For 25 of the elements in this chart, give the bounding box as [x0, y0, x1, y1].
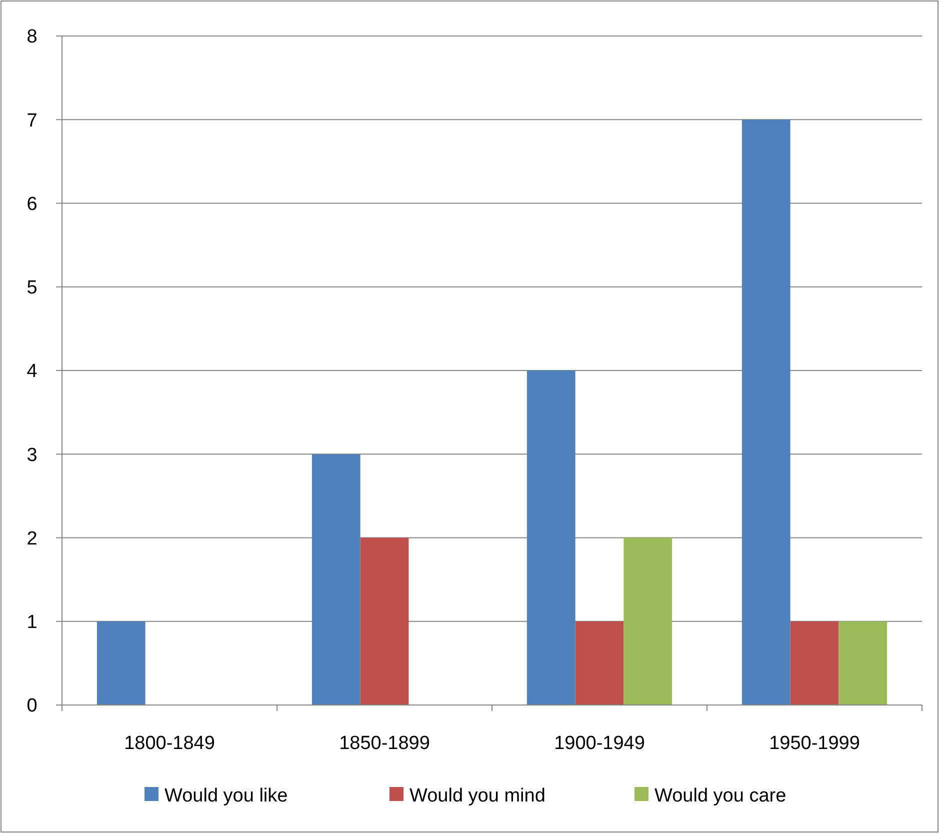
y-tick-label: 3: [26, 444, 38, 466]
bar: [624, 538, 672, 705]
y-tick-label: 2: [26, 528, 38, 550]
bar: [790, 621, 839, 705]
bar: [575, 621, 624, 705]
y-tick-label: 5: [26, 278, 38, 299]
x-tick-label: 1800-1849: [124, 733, 215, 754]
bar: [526, 370, 576, 705]
bar: [838, 621, 888, 705]
y-tick-label: 0: [26, 696, 38, 717]
y-tick-label: 7: [26, 110, 38, 132]
y-tick-label: 1: [26, 612, 38, 634]
bar: [312, 454, 360, 705]
legend-label: Would you care: [654, 786, 786, 807]
y-tick-label: 6: [26, 194, 38, 215]
legend-label: Would you like: [164, 786, 288, 807]
x-tick-label: 1850-1899: [339, 733, 430, 754]
y-tick-label: 8: [26, 26, 38, 48]
legend-label: Would you mind: [410, 786, 546, 807]
x-tick-label: 1900-1949: [554, 733, 645, 754]
y-tick-label: 4: [26, 361, 38, 382]
bar: [360, 538, 409, 705]
x-tick-label: 1950-1999: [769, 733, 860, 754]
bar: [96, 621, 146, 705]
bar: [742, 120, 790, 705]
